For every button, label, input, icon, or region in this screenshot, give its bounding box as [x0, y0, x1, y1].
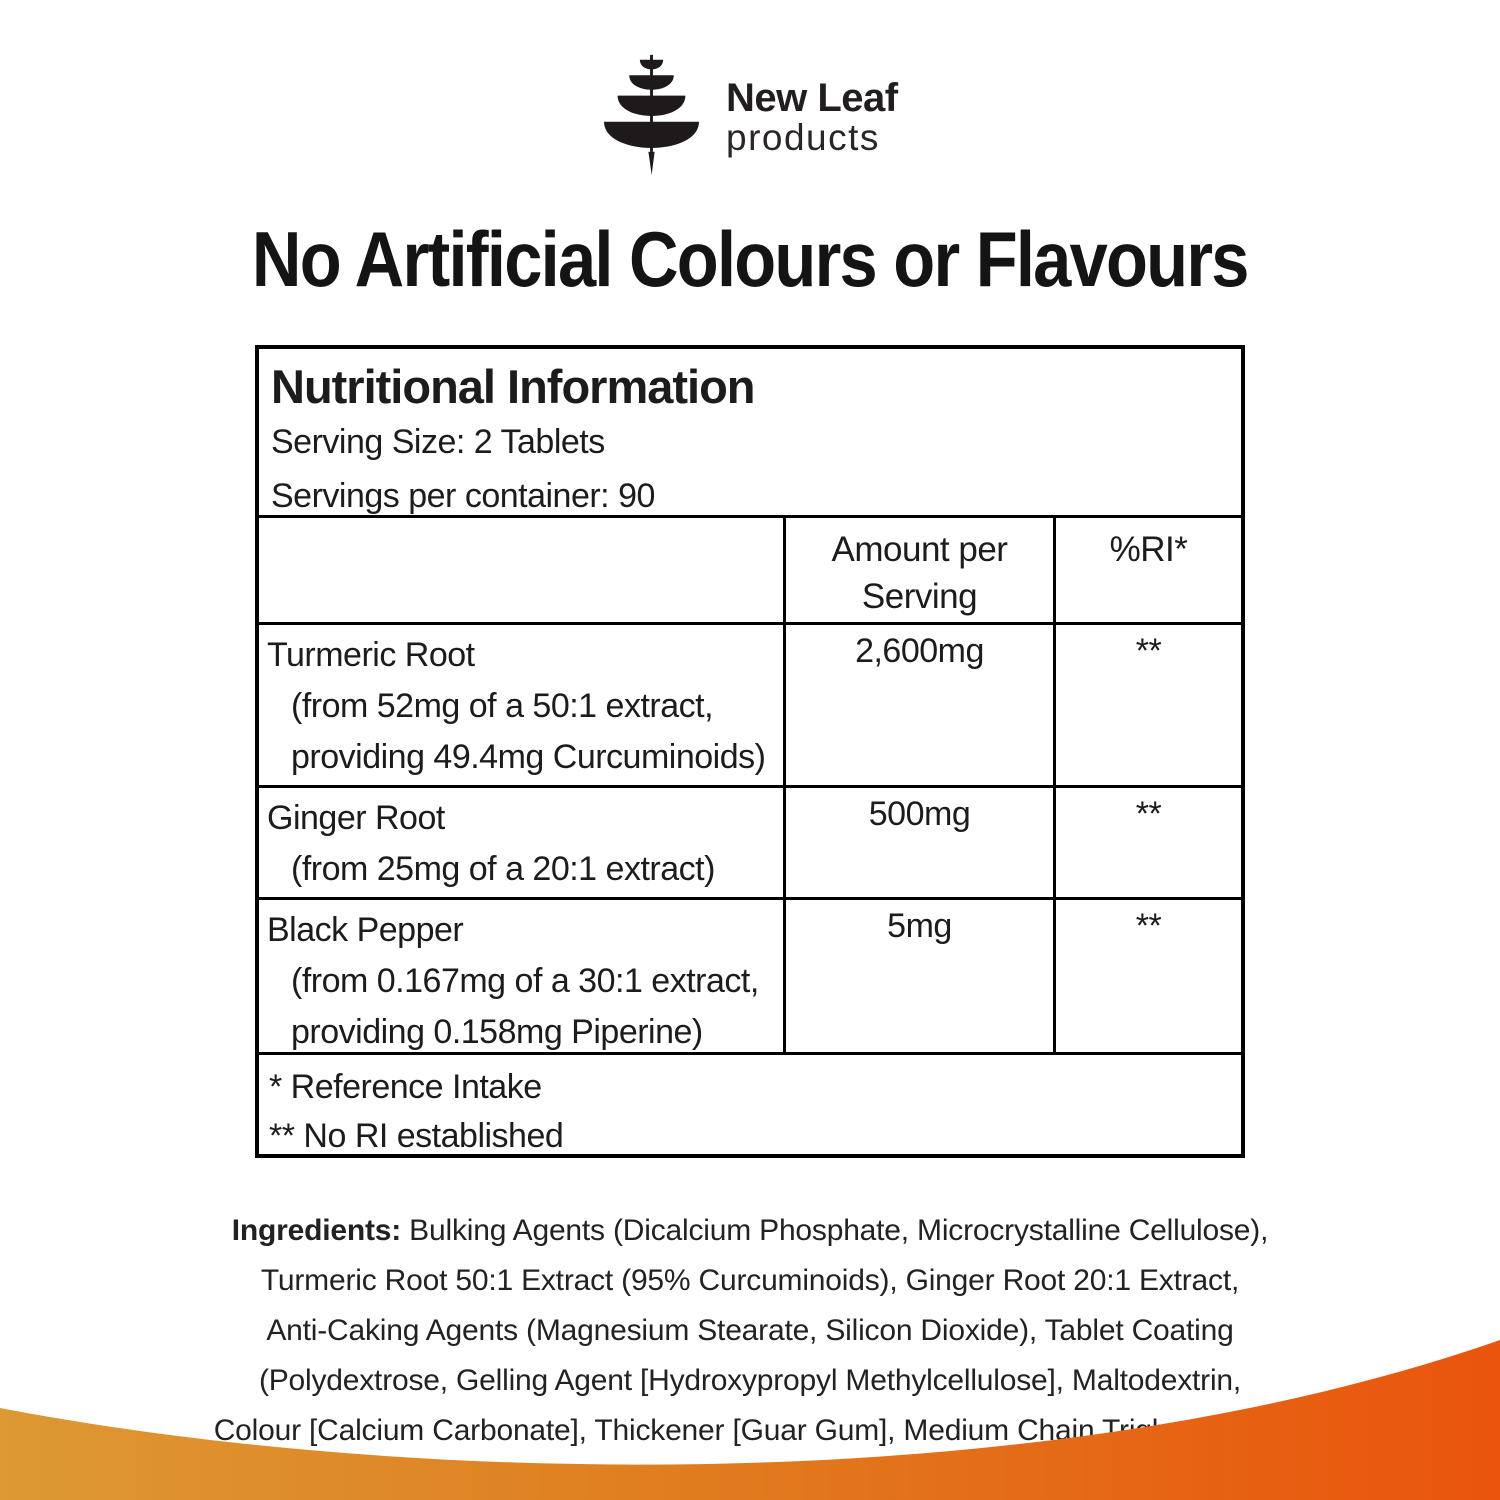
ri-cell: **	[1053, 788, 1241, 897]
brand-name: New Leaf	[726, 76, 898, 120]
amount-cell: 5mg	[783, 900, 1053, 1052]
footnote-no-ri: ** No RI established	[269, 1117, 564, 1155]
column-header-amount: Amount per Serving	[783, 518, 1053, 622]
column-header-row: Amount per Serving %RI*	[259, 518, 1241, 625]
ingredient-cell: Ginger Root (from 25mg of a 20:1 extract…	[259, 788, 783, 897]
ingredient-detail: providing 0.158mg Piperine)	[291, 1013, 703, 1051]
ingredient-detail: (from 25mg of a 20:1 extract)	[291, 850, 715, 888]
ingredient-detail: (from 0.167mg of a 30:1 extract,	[291, 962, 759, 1000]
servings-per-container: Servings per container: 90	[271, 476, 655, 515]
table-header: Nutritional Information Serving Size: 2 …	[259, 349, 1241, 518]
table-row-turmeric: Turmeric Root (from 52mg of a 50:1 extra…	[259, 625, 1241, 788]
ingredient-name: Black Pepper	[267, 911, 464, 949]
brand-type: products	[726, 117, 880, 158]
ingredient-name: Ginger Root	[267, 799, 445, 837]
leaf-tree-icon	[604, 54, 699, 176]
amount-cell: 2,600mg	[783, 625, 1053, 785]
table-row-black-pepper: Black Pepper (from 0.167mg of a 30:1 ext…	[259, 900, 1241, 1055]
table-row-ginger: Ginger Root (from 25mg of a 20:1 extract…	[259, 788, 1241, 900]
footnote-reference-intake: * Reference Intake	[269, 1068, 542, 1106]
column-header-ri: %RI*	[1053, 518, 1241, 622]
column-header-blank	[259, 518, 783, 622]
ri-cell: **	[1053, 900, 1241, 1052]
ingredients-label: Ingredients:	[231, 1214, 402, 1247]
brand-wordmark: New Leaf products	[726, 52, 898, 158]
table-footnotes: * Reference Intake ** No RI established	[259, 1055, 1241, 1161]
page-title: No Artificial Colours or Flavours	[0, 214, 1500, 305]
nutrition-table: Nutritional Information Serving Size: 2 …	[255, 345, 1245, 1158]
orange-swoosh-graphic	[0, 1340, 1500, 1500]
amount-cell: 500mg	[783, 788, 1053, 897]
serving-size: Serving Size: 2 Tablets	[271, 422, 605, 461]
ri-cell: **	[1053, 625, 1241, 785]
table-title: Nutritional Information	[271, 360, 756, 413]
ingredient-name: Turmeric Root	[267, 636, 475, 674]
brand-header: New Leaf products	[603, 52, 898, 176]
ingredient-cell: Turmeric Root (from 52mg of a 50:1 extra…	[259, 625, 783, 785]
ingredient-cell: Black Pepper (from 0.167mg of a 30:1 ext…	[259, 900, 783, 1052]
page-title-text: No Artificial Colours or Flavours	[252, 215, 1250, 303]
ingredient-detail: (from 52mg of a 50:1 extract,	[291, 687, 714, 725]
ingredient-detail: providing 49.4mg Curcuminoids)	[291, 738, 766, 776]
